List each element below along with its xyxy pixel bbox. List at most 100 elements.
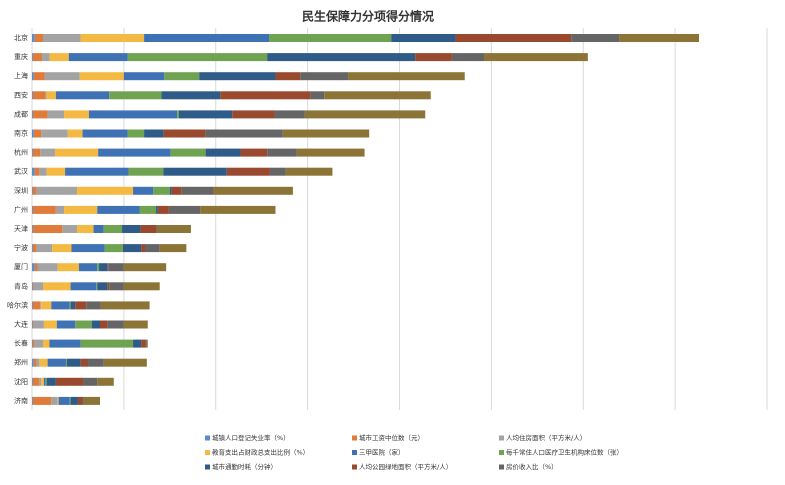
bar-segment — [83, 377, 98, 386]
bar-segment — [32, 148, 33, 157]
bar-segment — [240, 148, 268, 157]
chart-title: 民生保障力分项得分情况 — [302, 9, 434, 24]
bar-segment — [274, 110, 305, 119]
bar-segment — [163, 167, 227, 176]
bar-segment — [66, 358, 81, 367]
bar-segment — [43, 320, 57, 329]
legend-label: 城镇人口登记失业率（%） — [212, 433, 290, 442]
y-tick-label: 沈阳 — [14, 377, 28, 386]
bar-segment — [32, 244, 33, 253]
bar-segment — [164, 72, 200, 81]
bar-segment — [46, 91, 56, 100]
bar-segment — [37, 263, 58, 272]
y-tick-label: 青岛 — [14, 281, 28, 290]
legend-label: 房价收入比（%） — [506, 462, 558, 471]
bar-segment — [43, 377, 46, 386]
bar-segment — [140, 225, 157, 233]
bar-segment — [97, 377, 114, 386]
bar-segment — [34, 263, 38, 272]
bar-segment — [55, 205, 65, 214]
bar-segment — [54, 148, 99, 157]
bar-segment — [32, 110, 33, 119]
bar-segment — [32, 244, 37, 253]
bar-segment — [80, 339, 134, 348]
bar-segment — [44, 72, 80, 81]
bar-segment — [49, 53, 69, 62]
bar-segment — [32, 282, 33, 291]
bar-segment — [82, 396, 84, 405]
bar-segment — [157, 205, 169, 214]
bar-segment — [32, 148, 41, 157]
y-tick-label: 南京 — [14, 129, 28, 138]
bar-segment — [36, 358, 40, 367]
legend-label: 城市通勤时耗（分钟） — [212, 462, 277, 471]
bar-segment — [32, 282, 34, 291]
bar-segment — [133, 186, 154, 195]
y-tick-label: 天津 — [14, 225, 28, 233]
bar-segment — [153, 186, 170, 195]
bar-segment — [93, 225, 104, 233]
bar-segment — [64, 205, 98, 214]
bar-segment — [455, 34, 572, 42]
bar-segment — [205, 148, 241, 157]
legend-swatch — [205, 464, 210, 470]
bar-segment — [69, 301, 71, 310]
bar-segment — [36, 186, 78, 195]
bar-segment — [128, 167, 164, 176]
bar-segment — [78, 263, 98, 272]
bar-segment — [484, 53, 588, 62]
bar-segment — [168, 205, 201, 214]
legend-label: 三甲医院（家） — [359, 448, 405, 457]
bar-segment — [107, 263, 109, 272]
bar-segment — [391, 34, 456, 42]
bar-segment — [32, 301, 33, 310]
bar-segment — [145, 244, 160, 253]
bar-segment — [32, 129, 34, 138]
bar-segment — [32, 396, 33, 405]
bar-segment — [70, 282, 97, 291]
legend-swatch — [352, 464, 357, 470]
bar-segment — [32, 205, 56, 214]
bar-segment — [34, 339, 44, 348]
y-tick-label: 长春 — [14, 339, 28, 348]
bar-segment — [32, 34, 35, 42]
bar-segment — [47, 110, 65, 119]
bar-segment — [163, 129, 206, 138]
y-tick-label: 郑州 — [14, 359, 28, 367]
bar-segment — [33, 358, 37, 367]
legend-label: 人均住房面积（平方米/人） — [506, 433, 586, 442]
bar-segment — [99, 320, 108, 329]
bar-segment — [127, 129, 145, 138]
bar-segment — [123, 320, 148, 329]
y-tick-label: 杭州 — [14, 148, 28, 157]
bar-segment — [65, 167, 129, 176]
bar-segment — [43, 34, 81, 42]
bar-segment — [64, 110, 89, 119]
bar-segment — [32, 320, 33, 329]
bar-segment — [46, 167, 66, 176]
legend-label: 教育支出占财政总支出比例（%） — [212, 448, 309, 457]
bar-segment — [96, 282, 98, 291]
bar-segment — [77, 186, 134, 195]
bar-segment — [32, 377, 33, 386]
bar-segment — [619, 34, 700, 42]
bar-segment — [103, 358, 147, 367]
bar-segment — [32, 205, 33, 214]
y-tick-label: 武汉 — [14, 167, 28, 176]
legend-swatch — [205, 435, 210, 441]
bar-segment — [45, 91, 47, 100]
bar-segment — [267, 148, 297, 157]
y-tick-label: 哈尔滨 — [7, 300, 28, 309]
y-tick-label: 宁波 — [14, 243, 28, 252]
bar-segment — [97, 205, 140, 214]
bar-segment — [45, 377, 47, 386]
bar-segment — [99, 263, 108, 272]
bar-segment — [32, 358, 34, 367]
bar-segment — [55, 377, 84, 386]
bar-segment — [32, 301, 41, 310]
bar-segment — [348, 72, 465, 81]
y-tick-label: 成都 — [14, 109, 28, 118]
bar-segment — [49, 339, 81, 348]
bar-segment — [32, 186, 33, 195]
bar-segment — [32, 53, 33, 62]
